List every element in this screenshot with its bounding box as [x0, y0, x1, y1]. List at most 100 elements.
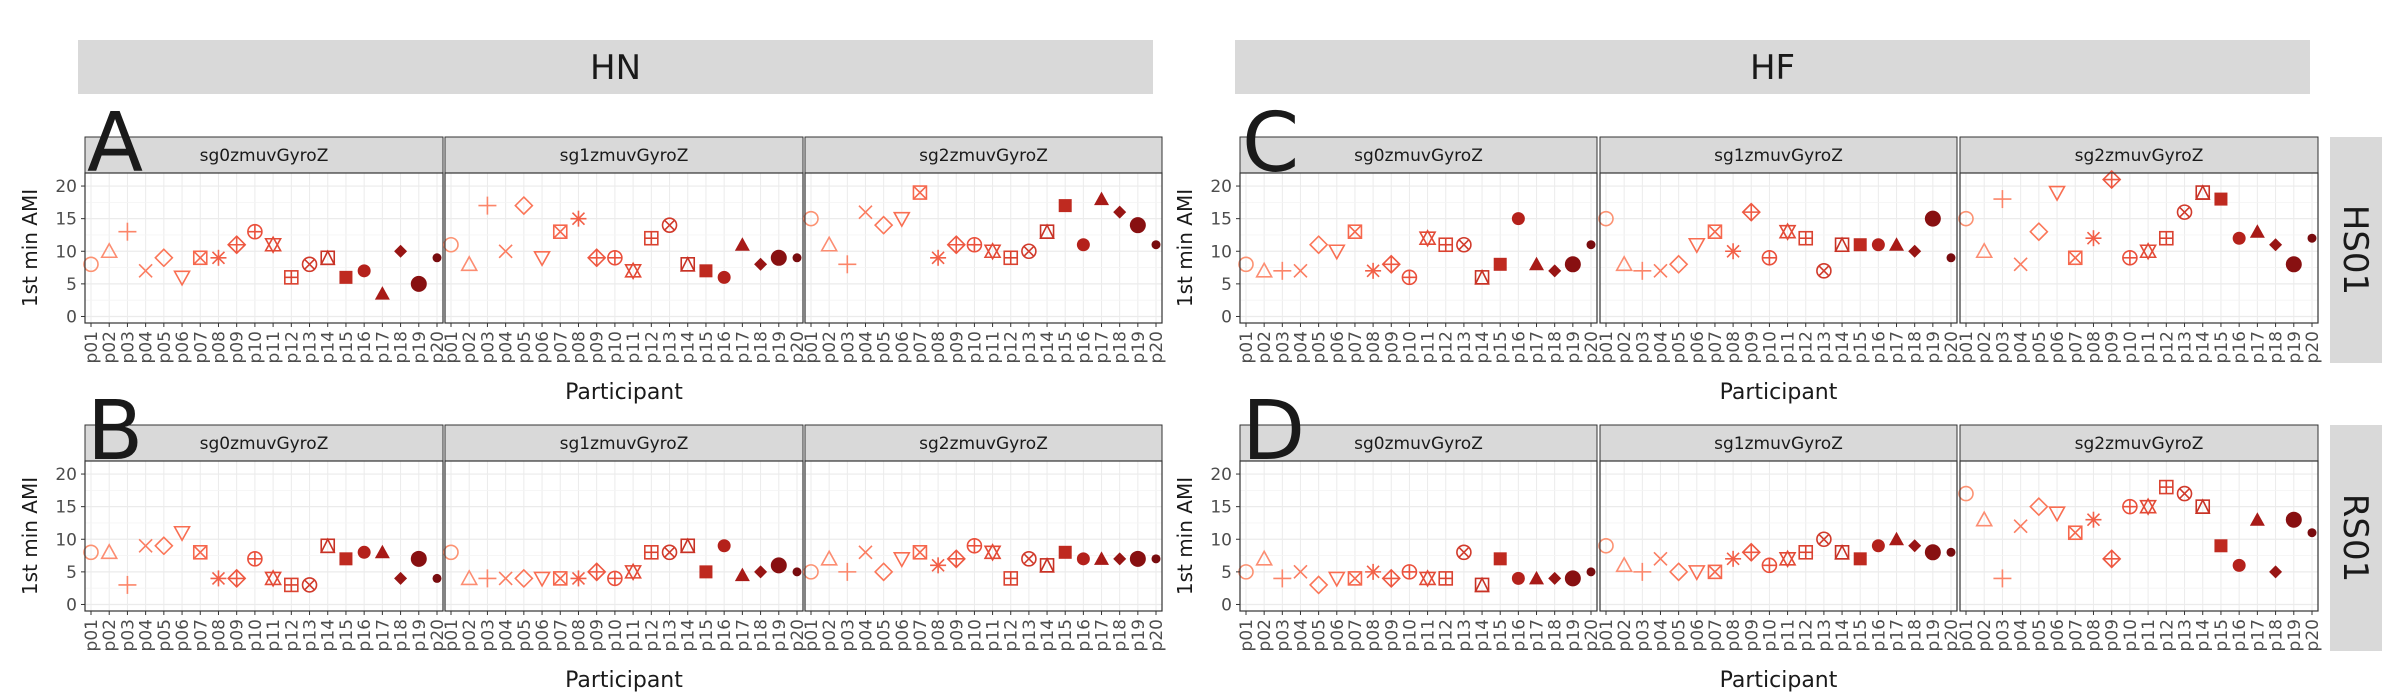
- marker-shape: [792, 253, 802, 263]
- data-point: [803, 564, 819, 580]
- data-point: [533, 250, 551, 267]
- panel-strip-label: sg0zmuvGyroZ: [200, 434, 329, 454]
- plot-area: [85, 461, 443, 611]
- marker-shape: [1238, 256, 1254, 273]
- x-tick-label: p09: [1382, 619, 1402, 651]
- data-point: [1687, 565, 1706, 582]
- data-point: [912, 545, 928, 560]
- data-point: [1456, 236, 1472, 253]
- x-tick-label: p05: [875, 619, 895, 651]
- x-tick-label: p15: [697, 331, 717, 363]
- data-point: [838, 255, 857, 274]
- marker-shape: [1975, 242, 1994, 259]
- x-tick-label: p14: [319, 331, 339, 363]
- panel-border: [84, 460, 444, 612]
- panel: sg1zmuvGyroZp01p02p03p04p05p06p07p08p09p…: [442, 424, 808, 693]
- marker-shape: [173, 525, 191, 542]
- data-point: [1908, 539, 1922, 553]
- x-tick-label: p08: [1364, 619, 1384, 651]
- x-tick-label: p17: [2248, 619, 2268, 651]
- marker-shape: [874, 562, 894, 582]
- marker-shape: [874, 215, 894, 235]
- marker-shape: [1548, 571, 1562, 585]
- marker-shape: [734, 567, 750, 582]
- x-tick-label: p19: [2285, 619, 2305, 651]
- data-point: [1401, 564, 1418, 580]
- data-point: [301, 256, 318, 273]
- marker-shape: [1058, 545, 1072, 559]
- x-tick-label: p18: [392, 331, 412, 363]
- x-tick-label: p11: [984, 331, 1004, 363]
- panel-strip: [84, 136, 444, 174]
- x-tick-label: p02: [1615, 331, 1635, 363]
- x-tick-label: p01: [802, 331, 822, 363]
- x-tick-label: p06: [893, 619, 913, 651]
- data-point: [1418, 229, 1437, 248]
- panel-strip-label: sg1zmuvGyroZ: [1714, 434, 1843, 454]
- marker-shape: [1456, 544, 1472, 561]
- marker-shape: [1615, 556, 1634, 573]
- x-tick-label: p08: [2084, 619, 2104, 651]
- data-point: [2029, 222, 2049, 242]
- marker-shape: [83, 256, 99, 273]
- x-tick-label: p08: [1364, 331, 1384, 363]
- panel-border: [444, 172, 804, 324]
- x-tick-label: p19: [1129, 331, 1149, 363]
- data-point: [1493, 552, 1507, 566]
- data-point: [1798, 545, 1814, 560]
- marker-shape: [339, 552, 353, 566]
- data-point: [792, 567, 802, 577]
- data-point: [1615, 255, 1634, 272]
- x-tick-label: p09: [588, 619, 608, 651]
- marker-stroke: [138, 263, 153, 278]
- data-point: [1456, 544, 1472, 561]
- x-tick-label: p01: [1957, 331, 1977, 363]
- data-point: [770, 249, 787, 266]
- x-tick-label: p18: [1906, 331, 1926, 363]
- x-tick-label: p12: [1797, 619, 1817, 651]
- data-point: [210, 570, 227, 587]
- marker-shape: [1669, 254, 1689, 274]
- panel-strip-label: sg2zmuvGyroZ: [919, 434, 1048, 454]
- x-tick-label: p07: [1346, 619, 1366, 651]
- x-tick-label: p08: [929, 331, 949, 363]
- marker-shape: [912, 545, 928, 560]
- data-point: [1889, 237, 1905, 251]
- data-point: [83, 256, 99, 273]
- x-tick-label: p10: [1400, 331, 1420, 363]
- x-tick-label: p02: [1615, 619, 1635, 651]
- x-axis-label: Participant: [565, 668, 683, 693]
- row-strip: [2330, 425, 2382, 651]
- data-point: [966, 236, 983, 253]
- data-point: [912, 185, 928, 200]
- marker-shape: [1958, 210, 1974, 227]
- data-point: [2214, 539, 2228, 553]
- x-tick-label: p10: [965, 619, 985, 651]
- x-tick-label: p04: [1651, 619, 1671, 651]
- panel-strip: [444, 424, 804, 462]
- marker-shape: [1058, 199, 1072, 213]
- x-tick-label: p07: [1706, 619, 1726, 651]
- marker-stroke: [2013, 519, 2028, 534]
- x-tick-label: p05: [2030, 619, 2050, 651]
- x-tick-label: p15: [337, 331, 357, 363]
- marker-shape: [1834, 236, 1850, 253]
- marker-stroke: [858, 545, 873, 560]
- data-point: [339, 552, 353, 566]
- marker-shape: [432, 573, 442, 583]
- marker-stroke: [1347, 571, 1363, 586]
- x-tick-label: p08: [1724, 331, 1744, 363]
- data-point: [1255, 549, 1274, 566]
- marker-stroke: [553, 571, 568, 586]
- data-point: [1548, 571, 1562, 585]
- x-tick-label: p05: [1670, 331, 1690, 363]
- marker-stroke: [663, 546, 676, 558]
- marker-stroke: [1458, 546, 1470, 558]
- marker-shape: [1707, 564, 1723, 580]
- data-point: [644, 230, 659, 246]
- marker-shape: [679, 537, 696, 554]
- data-point: [394, 244, 408, 258]
- x-tick-label: p06: [2048, 619, 2068, 651]
- x-tick-label: p04: [856, 619, 876, 651]
- x-tick-label: p09: [228, 331, 248, 363]
